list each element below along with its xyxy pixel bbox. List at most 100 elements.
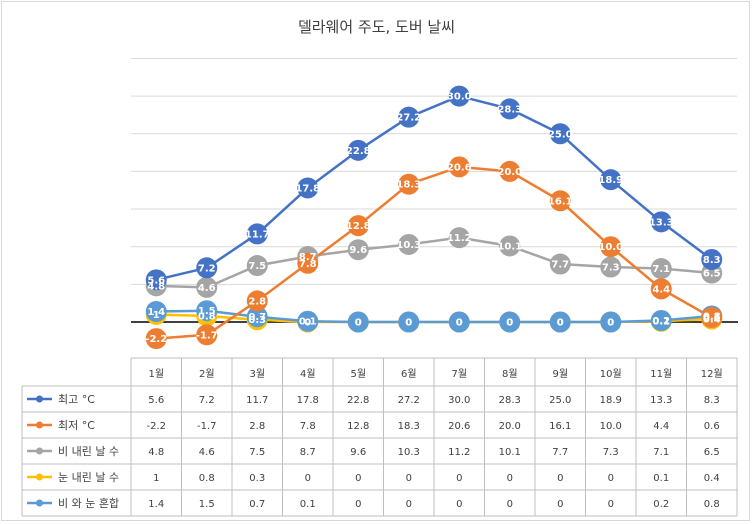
data-label: 0.4 [703, 314, 721, 325]
data-point [549, 253, 571, 275]
data-label: 9.6 [349, 245, 367, 256]
data-point [549, 311, 571, 333]
data-label: 18.3 [396, 180, 421, 191]
data-point [347, 215, 369, 237]
table-cell-value: 4.4 [653, 421, 669, 432]
x-tick-label: 1월 [148, 368, 164, 380]
data-label: 0.1 [652, 317, 670, 328]
legend-series-name: 최저 °C [58, 419, 95, 432]
data-label: 7.5 [248, 261, 266, 272]
table-cell-value: 9.6 [350, 447, 366, 458]
data-point [701, 249, 723, 271]
table-cell-value: 4.8 [148, 447, 164, 458]
data-label: 0 [304, 318, 311, 329]
data-point [297, 252, 319, 274]
table-cell-value: 0.4 [704, 473, 720, 484]
table-cell-value: 0 [557, 499, 563, 510]
table-cell-value: 10.0 [600, 421, 622, 432]
data-point [297, 177, 319, 199]
data-label: 2.8 [248, 296, 266, 307]
legend-series-name: 눈 내린 날 수 [58, 471, 119, 484]
data-label: 10.1 [497, 241, 522, 252]
data-point [196, 324, 218, 346]
table-cell-value: 0.8 [199, 473, 215, 484]
table-cell-value: 11.2 [448, 447, 470, 458]
data-label: 0.7 [248, 312, 266, 323]
table-cell-value: 7.7 [552, 447, 568, 458]
table-cell-value: 0.2 [653, 499, 669, 510]
data-label: 0 [506, 318, 513, 329]
data-label: 17.8 [295, 183, 320, 194]
data-label: 4.6 [198, 283, 216, 294]
data-label: 0.8 [703, 311, 721, 322]
data-point [600, 169, 622, 191]
data-label: 22.8 [346, 146, 371, 157]
table-cell-value: 0 [406, 499, 412, 510]
data-label: 1.5 [198, 306, 216, 317]
data-point [145, 300, 167, 322]
x-tick-label: 8월 [502, 368, 518, 380]
data-label: 11.2 [447, 233, 472, 244]
data-point [499, 311, 521, 333]
table-cell-value: 0 [355, 473, 361, 484]
data-label: 0 [607, 318, 614, 329]
data-point [398, 233, 420, 255]
data-point [448, 156, 470, 178]
data-point [246, 223, 268, 245]
data-label: 20.0 [497, 167, 522, 178]
data-label: 0.1 [299, 317, 317, 328]
data-point [398, 311, 420, 333]
data-label: 0 [355, 318, 362, 329]
data-point [398, 173, 420, 195]
data-label: 0.3 [248, 315, 266, 326]
x-tick-label: 4월 [300, 368, 316, 380]
legend-series-name: 비 내린 날 수 [58, 445, 119, 458]
table-cell-value: 2.8 [249, 421, 265, 432]
data-label: 7.1 [652, 264, 670, 275]
data-point [246, 290, 268, 312]
data-label: 4.8 [147, 281, 165, 292]
data-label: 0 [405, 318, 412, 329]
data-point [196, 276, 218, 298]
x-tick-label: 12월 [701, 368, 723, 380]
data-label: 25.0 [548, 129, 573, 140]
x-tick-label: 7월 [451, 368, 467, 380]
table-cell-value: 25.0 [549, 395, 571, 406]
table-cell-value: 0 [557, 473, 563, 484]
table-cell-value: 0.6 [704, 421, 720, 432]
table-cell-value: 0 [305, 473, 311, 484]
data-point [600, 256, 622, 278]
table-cell-value: 7.5 [249, 447, 265, 458]
table-cell-value: 0 [608, 499, 614, 510]
table-cell-value: 11.7 [246, 395, 268, 406]
table-cell-value: 18.9 [600, 395, 622, 406]
data-label: 7.7 [551, 260, 569, 271]
table-cell-value: 1 [153, 473, 159, 484]
data-point [196, 300, 218, 322]
data-label: 11.7 [245, 229, 270, 240]
data-label: 0 [607, 318, 614, 329]
table-cell-value: 17.8 [297, 395, 319, 406]
table-cell-value: 8.7 [300, 447, 316, 458]
table-cell-value: 0 [355, 499, 361, 510]
data-label: 7.2 [198, 263, 216, 274]
data-point [246, 306, 268, 328]
data-point [347, 311, 369, 333]
table-cell-value: 7.3 [603, 447, 619, 458]
data-point [347, 139, 369, 161]
legend-series-name: 비 와 눈 혼합 [58, 497, 119, 510]
data-label: 8.3 [703, 255, 721, 266]
chart-title: 델라웨어 주도, 도버 날씨 [297, 18, 456, 36]
x-tick-label: 5월 [350, 368, 366, 380]
data-label: 10.3 [396, 240, 421, 251]
data-label: 0.6 [703, 313, 721, 324]
legend-key-marker [36, 421, 43, 429]
table-cell-value: 0.8 [704, 499, 720, 510]
table-cell-value: 10.1 [499, 447, 521, 458]
data-label: 6.5 [703, 269, 721, 280]
data-label: -2.2 [145, 334, 167, 345]
data-label: 8.7 [299, 252, 317, 263]
data-point [650, 258, 672, 280]
data-point [650, 309, 672, 331]
